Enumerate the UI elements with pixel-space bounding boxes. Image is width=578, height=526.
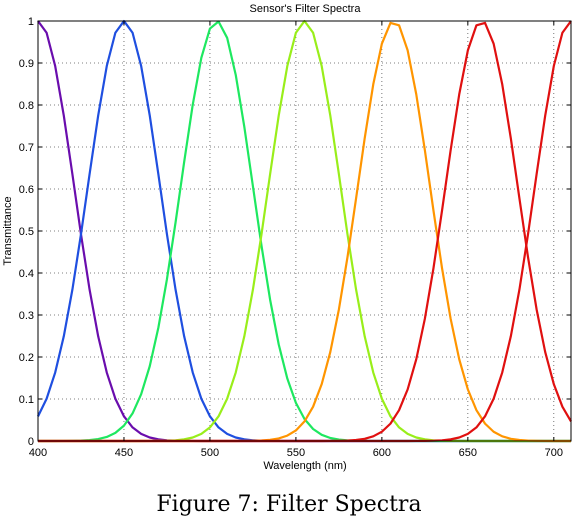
grid [37,20,571,442]
x-tick-label: 550 [287,447,305,459]
chart-title: Sensor's Filter Spectra [250,3,362,15]
x-tick-label: 500 [201,447,219,459]
y-tick-label: 0.2 [19,352,34,364]
y-tick-label: 0.1 [19,394,34,406]
x-axis-title: Wavelength (nm) [263,460,346,472]
x-tick-label: 650 [459,447,477,459]
y-tick-label: 0.8 [19,100,34,112]
figure-caption: Figure 7: Filter Spectra [156,492,422,517]
y-tick-label: 0.5 [19,226,34,238]
y-tick-label: 0 [28,436,34,448]
x-tick-label: 700 [545,447,563,459]
y-tick-label: 0.6 [19,184,34,196]
y-tick-label: 0.3 [19,310,34,322]
y-tick-label: 0.9 [19,58,34,70]
x-tick-label: 400 [29,447,47,459]
y-tick-label: 1 [28,16,34,28]
y-axis-title: Transmittance [2,196,14,265]
y-axis: 0 0.1 0.2 0.3 0.4 0.5 0.6 0.7 0.8 0.9 1 [19,16,571,448]
plot-area [38,21,571,441]
y-tick-label: 0.4 [19,268,34,280]
y-tick-label: 0.7 [19,142,34,154]
x-axis: 400 450 500 550 600 650 700 [29,21,563,459]
x-tick-label: 600 [373,447,391,459]
chart: Sensor's Filter Spectra 400 450 500 550 600 6… [2,3,572,472]
x-tick-label: 450 [115,447,133,459]
